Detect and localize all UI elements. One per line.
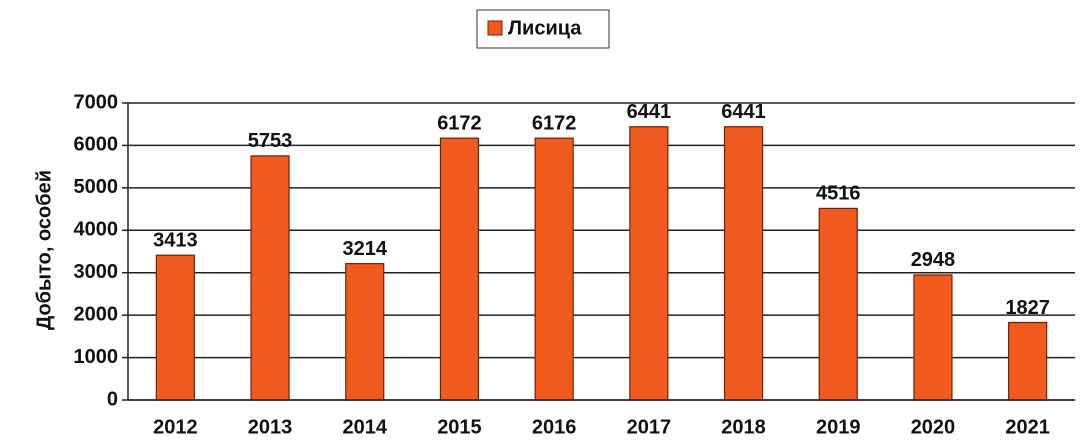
- data-label: 1827: [1005, 297, 1050, 319]
- data-label: 6441: [627, 101, 672, 123]
- x-tick-label: 2021: [1005, 416, 1050, 438]
- bar: [534, 137, 574, 401]
- bar: [345, 263, 385, 401]
- x-tick-label: 2016: [532, 416, 577, 438]
- bar: [913, 274, 953, 401]
- y-tick-label: 1000: [74, 346, 119, 368]
- x-tick-label: 2015: [437, 416, 482, 438]
- x-tick-label: 2017: [627, 416, 672, 438]
- data-label: 3413: [153, 229, 198, 251]
- legend-swatch: [487, 20, 503, 36]
- bar: [723, 126, 764, 401]
- y-tick-label: 0: [107, 388, 118, 410]
- data-label: 5753: [248, 130, 293, 152]
- y-tick-label: 7000: [74, 91, 119, 113]
- y-axis-label: Добыто, особей: [33, 170, 55, 330]
- y-tick-label: 6000: [74, 134, 119, 156]
- data-label: 6172: [437, 112, 482, 134]
- y-tick-label: 5000: [74, 176, 119, 198]
- legend-box: [476, 9, 610, 49]
- bar: [1008, 321, 1048, 401]
- data-label: 3214: [343, 238, 388, 260]
- bar: [818, 207, 858, 401]
- x-tick-label: 2012: [153, 416, 198, 438]
- data-label: 6441: [721, 101, 766, 123]
- x-tick-label: 2018: [721, 416, 766, 438]
- x-tick-label: 2019: [816, 416, 861, 438]
- bar: [439, 137, 480, 401]
- y-tick-label: 3000: [74, 261, 119, 283]
- bar: [250, 155, 290, 401]
- bar: [629, 126, 669, 401]
- y-tick-label: 2000: [74, 303, 119, 325]
- x-tick-label: 2020: [911, 416, 956, 438]
- legend-label: Лисица: [508, 17, 582, 39]
- data-label: 6172: [532, 112, 577, 134]
- bar: [155, 254, 195, 401]
- data-label: 2948: [911, 249, 956, 271]
- x-tick-label: 2013: [248, 416, 293, 438]
- y-tick-label: 4000: [74, 219, 119, 241]
- data-label: 4516: [816, 183, 861, 205]
- x-tick-label: 2014: [343, 416, 388, 438]
